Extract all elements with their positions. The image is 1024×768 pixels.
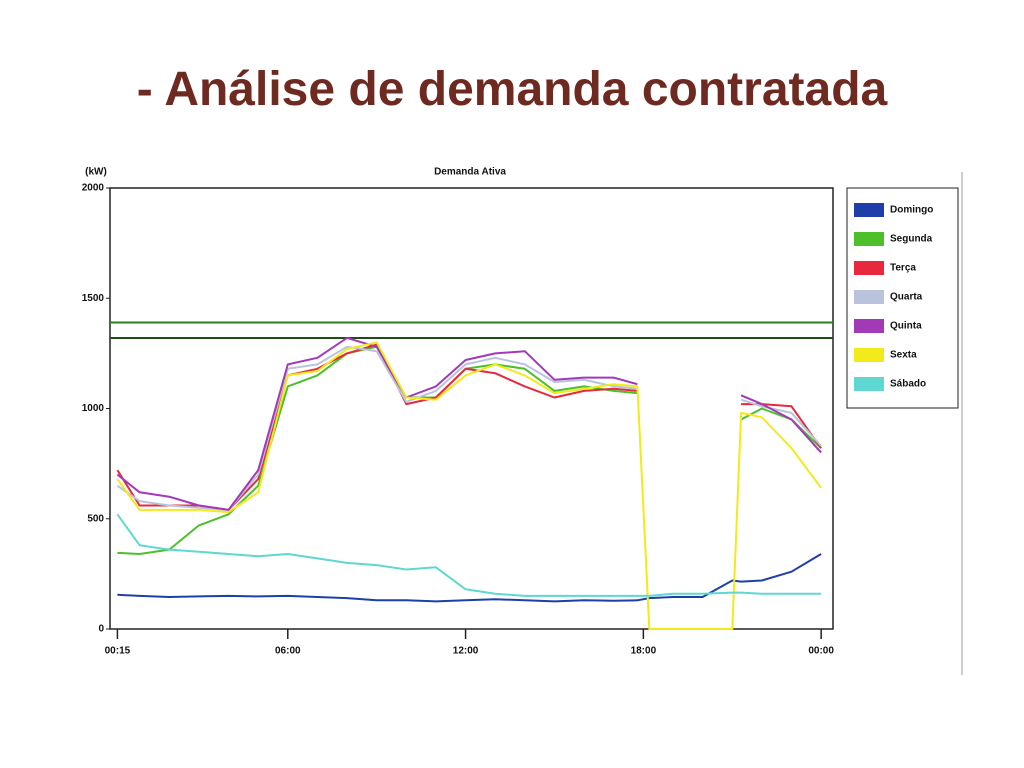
series-line <box>116 513 822 597</box>
x-tick-label: 06:00 <box>275 646 301 657</box>
x-tick-label: 12:00 <box>453 646 479 657</box>
series-line <box>116 341 822 630</box>
legend-swatch <box>854 290 884 304</box>
x-tick-label: 18:00 <box>631 646 657 657</box>
series-line <box>116 336 822 511</box>
legend-swatch <box>854 377 884 391</box>
x-tick-label: 00:15 <box>105 646 131 657</box>
plot-frame <box>109 187 834 630</box>
chart-title: Demanda Ativa <box>434 167 506 178</box>
legend-label: Sexta <box>890 350 917 361</box>
legend-label: Sábado <box>890 379 926 390</box>
y-tick-label: 1000 <box>82 403 105 414</box>
legend-label: Terça <box>890 263 916 274</box>
y-tick-label: 0 <box>98 624 104 635</box>
legend-swatch <box>854 319 884 333</box>
legend-swatch <box>854 348 884 362</box>
legend-swatch <box>854 232 884 246</box>
legend-label: Quinta <box>890 321 922 332</box>
series-line <box>116 345 822 511</box>
legend-label: Quarta <box>890 292 923 303</box>
y-tick-label: 1500 <box>82 293 105 304</box>
x-tick-label: 00:00 <box>808 646 834 657</box>
y-tick-label: 500 <box>87 513 104 524</box>
legend-swatch <box>854 203 884 217</box>
legend-swatch <box>854 261 884 275</box>
legend-label: Domingo <box>890 205 933 216</box>
legend-label: Segunda <box>890 234 933 245</box>
slide-title: - Análise de demanda contratada <box>136 63 888 116</box>
y-axis-label: (kW) <box>85 167 107 178</box>
y-tick-label: 2000 <box>82 183 105 194</box>
series-line <box>117 553 822 603</box>
